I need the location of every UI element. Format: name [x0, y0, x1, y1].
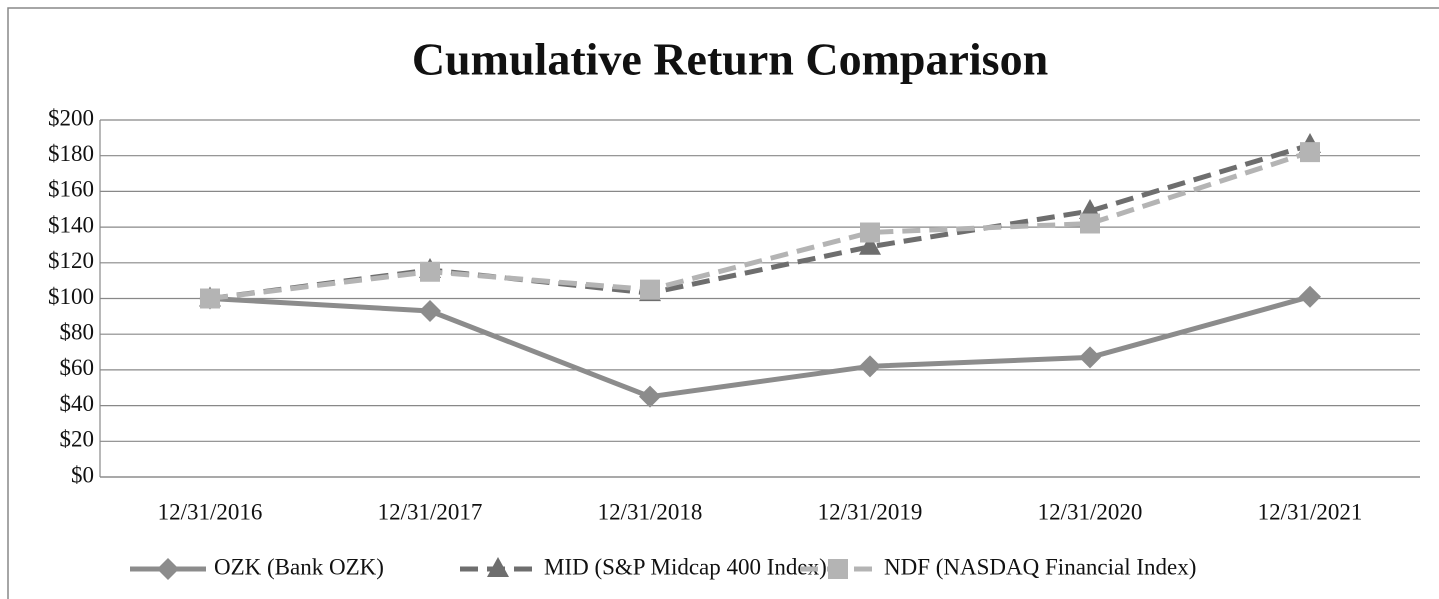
point-marker — [640, 279, 660, 300]
point-marker — [639, 385, 661, 408]
chart-title: Cumulative Return Comparison — [412, 34, 1048, 85]
legend-marker — [828, 559, 848, 579]
series-line — [209, 142, 1311, 301]
point-marker — [420, 261, 440, 282]
x-tick-label: 12/31/2017 — [378, 499, 483, 524]
legend-marker — [157, 558, 179, 580]
x-tick-label: 12/31/2018 — [598, 499, 703, 524]
y-tick-label: $0 — [71, 462, 94, 487]
point-marker — [1299, 285, 1321, 308]
x-tick-label: 12/31/2021 — [1258, 499, 1363, 524]
point-marker — [419, 299, 441, 322]
y-tick-label: $60 — [60, 355, 95, 380]
x-tick-label: 12/31/2016 — [158, 499, 263, 524]
y-tick-label: $180 — [48, 141, 94, 166]
y-tick-label: $200 — [48, 105, 94, 130]
legend-label: NDF (NASDAQ Financial Index) — [884, 554, 1196, 579]
point-marker — [1079, 346, 1101, 369]
y-tick-label: $100 — [48, 284, 94, 309]
point-marker — [859, 355, 881, 378]
series-line — [209, 149, 1311, 301]
point-marker — [859, 234, 881, 255]
y-tick-label: $120 — [48, 248, 94, 273]
y-tick-label: $20 — [60, 427, 95, 452]
legend-label: OZK (Bank OZK) — [214, 554, 384, 579]
point-marker — [1080, 213, 1100, 234]
point-marker — [1300, 142, 1320, 163]
y-tick-label: $140 — [48, 212, 94, 237]
x-tick-label: 12/31/2020 — [1038, 499, 1143, 524]
chart-frame — [7, 7, 1439, 599]
point-marker — [860, 222, 880, 243]
y-tick-label: $80 — [60, 319, 95, 344]
y-tick-label: $160 — [48, 177, 94, 202]
series-line — [209, 294, 1311, 400]
legend-marker — [487, 557, 509, 577]
legend-label: MID (S&P Midcap 400 Index) — [544, 554, 827, 579]
x-tick-label: 12/31/2019 — [818, 499, 923, 524]
point-marker — [200, 288, 220, 309]
y-tick-label: $40 — [60, 391, 95, 416]
